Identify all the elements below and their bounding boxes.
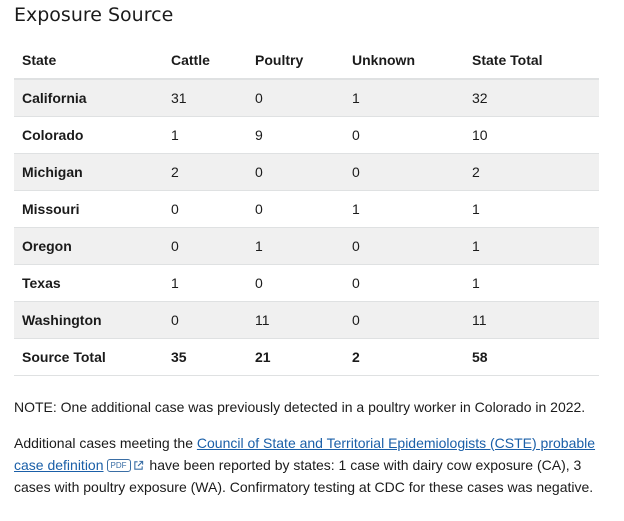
state-cell: Michigan bbox=[14, 153, 163, 191]
cattle-cell: 0 bbox=[163, 190, 247, 228]
state-total-cell: 2 bbox=[464, 153, 599, 191]
table-row: Oregon 0 1 0 1 bbox=[14, 227, 599, 265]
table-row: California 31 0 1 32 bbox=[14, 79, 599, 117]
state-cell: Washington bbox=[14, 301, 163, 339]
unknown-cell: 1 bbox=[344, 79, 464, 117]
table-footer-row: Source Total 35 21 2 58 bbox=[14, 338, 599, 376]
exposure-source-table: State Cattle Poultry Unknown State Total… bbox=[14, 42, 599, 376]
table-row: Michigan 2 0 0 2 bbox=[14, 153, 599, 191]
unknown-cell: 0 bbox=[344, 264, 464, 302]
unknown-cell: 0 bbox=[344, 227, 464, 265]
cste-case-definition-link[interactable]: Council of State and Territorial Epidemi… bbox=[14, 435, 596, 473]
unknown-total-cell: 2 bbox=[344, 338, 464, 376]
poultry-total-cell: 21 bbox=[247, 338, 344, 376]
state-cell: Texas bbox=[14, 264, 163, 302]
cattle-cell: 1 bbox=[163, 264, 247, 302]
poultry-cell: 11 bbox=[247, 301, 344, 339]
section-title: Exposure Source bbox=[14, 4, 174, 26]
state-total-cell: 1 bbox=[464, 264, 599, 302]
table-row: Missouri 0 0 1 1 bbox=[14, 190, 599, 228]
unknown-cell: 0 bbox=[344, 153, 464, 191]
column-header-cattle: Cattle bbox=[163, 42, 247, 80]
column-header-poultry: Poultry bbox=[247, 42, 344, 80]
poultry-cell: 0 bbox=[247, 264, 344, 302]
poultry-cell: 0 bbox=[247, 153, 344, 191]
state-cell: Oregon bbox=[14, 227, 163, 265]
poultry-cell: 0 bbox=[247, 79, 344, 117]
poultry-cell: 1 bbox=[247, 227, 344, 265]
state-cell: Missouri bbox=[14, 190, 163, 228]
note-text: NOTE: One additional case was previously… bbox=[14, 399, 586, 415]
state-total-cell: 32 bbox=[464, 79, 599, 117]
table-row: Texas 1 0 0 1 bbox=[14, 264, 599, 302]
state-cell: Colorado bbox=[14, 116, 163, 154]
grand-total-cell: 58 bbox=[464, 338, 599, 376]
cattle-total-cell: 35 bbox=[163, 338, 247, 376]
column-header-state: State bbox=[14, 42, 163, 80]
cattle-cell: 31 bbox=[163, 79, 247, 117]
state-total-cell: 1 bbox=[464, 190, 599, 228]
unknown-cell: 0 bbox=[344, 116, 464, 154]
column-header-unknown: Unknown bbox=[344, 42, 464, 80]
cattle-cell: 2 bbox=[163, 153, 247, 191]
poultry-cell: 0 bbox=[247, 190, 344, 228]
table-row: Washington 0 11 0 11 bbox=[14, 301, 599, 339]
paragraph-prefix: Additional cases meeting the bbox=[14, 435, 197, 451]
unknown-cell: 0 bbox=[344, 301, 464, 339]
external-link-icon bbox=[133, 460, 143, 470]
state-total-cell: 10 bbox=[464, 116, 599, 154]
cattle-cell: 0 bbox=[163, 227, 247, 265]
paragraph-suffix: have been reported by states: 1 case wit… bbox=[14, 457, 594, 495]
cattle-cell: 0 bbox=[163, 301, 247, 339]
table-row: Colorado 1 9 0 10 bbox=[14, 116, 599, 154]
cattle-cell: 1 bbox=[163, 116, 247, 154]
column-header-state-total: State Total bbox=[464, 42, 599, 80]
additional-cases-paragraph: Additional cases meeting the Council of … bbox=[14, 432, 612, 498]
poultry-cell: 9 bbox=[247, 116, 344, 154]
table-header-row: State Cattle Poultry Unknown State Total bbox=[14, 42, 599, 80]
state-cell: California bbox=[14, 79, 163, 117]
unknown-cell: 1 bbox=[344, 190, 464, 228]
pdf-badge: PDF bbox=[106, 459, 131, 472]
source-total-label: Source Total bbox=[14, 338, 163, 376]
state-total-cell: 1 bbox=[464, 227, 599, 265]
state-total-cell: 11 bbox=[464, 301, 599, 339]
